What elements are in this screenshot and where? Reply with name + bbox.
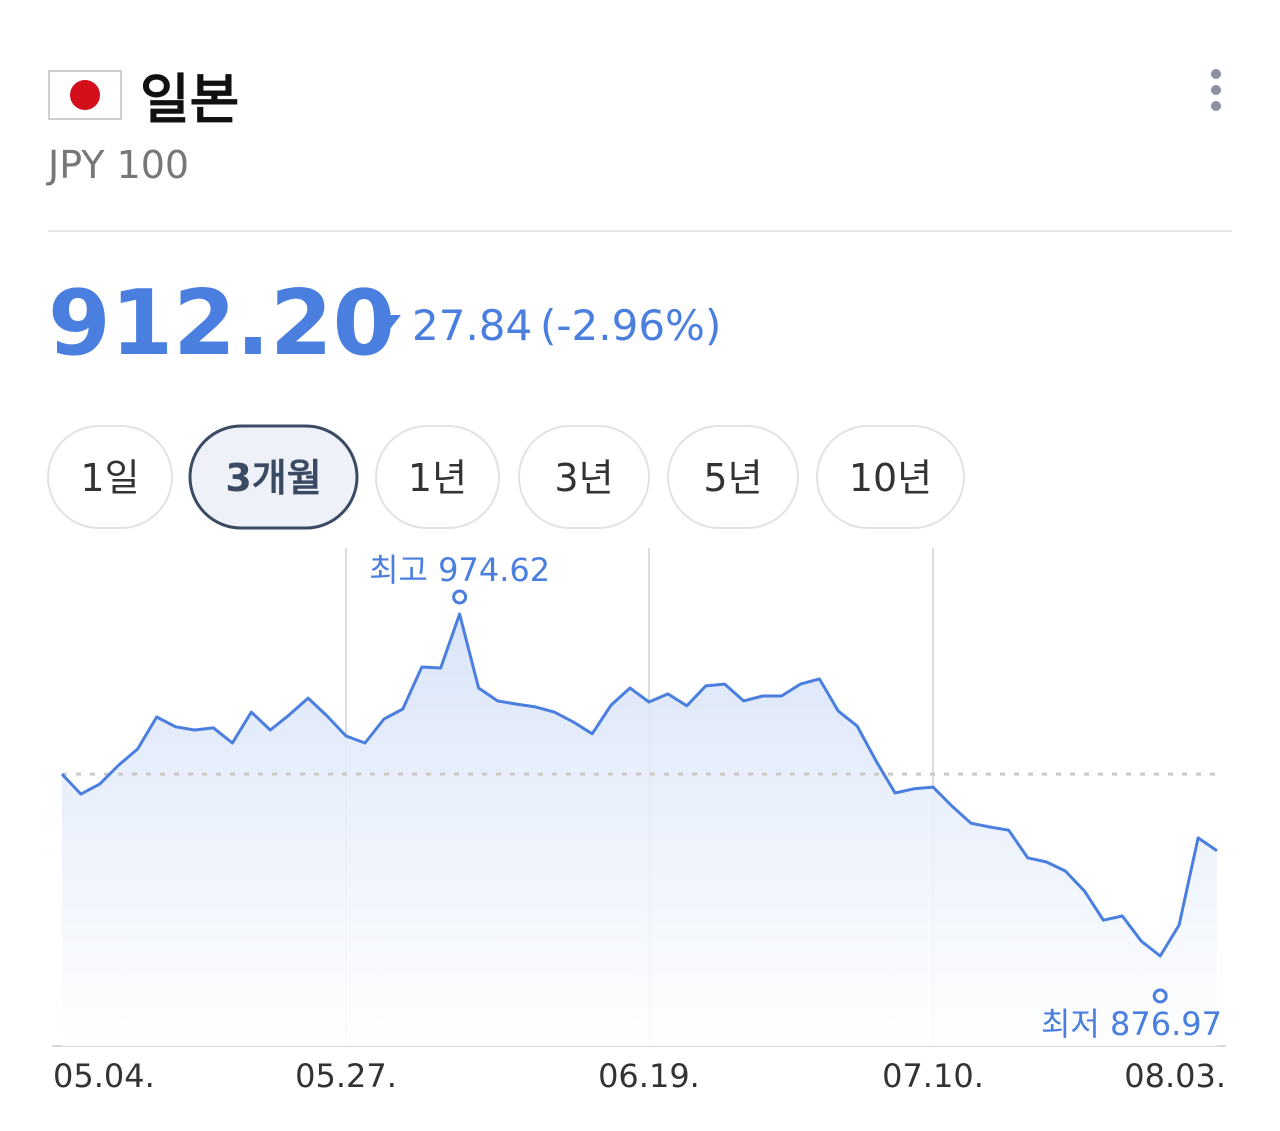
tab-label: 1일 (80, 456, 139, 500)
tab-pill (667, 425, 799, 529)
x-tick-label: 07.10. (882, 1057, 984, 1095)
annotation-label: 최저 (1041, 1005, 1100, 1043)
x-tick-label: 06.19. (598, 1057, 700, 1095)
annotation-label: 최고 (369, 551, 428, 589)
change: 27.84 (412, 301, 532, 350)
tab-label: 10년 (849, 456, 932, 500)
tab-pill (47, 425, 173, 529)
annotation-marker (452, 589, 468, 605)
annotation: 최저 876.97 (1041, 1005, 1222, 1043)
tab[interactable]: 10년 (816, 425, 965, 529)
title: 일본 (140, 68, 239, 131)
annotation: 최고 974.62 (369, 551, 550, 589)
tab-pill (518, 425, 650, 529)
tab[interactable]: 3개월 (188, 424, 359, 530)
line (60, 612, 1218, 958)
change-percent: (-2.96%) (540, 301, 721, 350)
tab-label: 3개월 (225, 456, 321, 500)
tab-pill (816, 425, 965, 529)
tab-pill (188, 424, 359, 530)
annotation-value: 876.97 (1110, 1005, 1222, 1043)
tab[interactable]: 3년 (518, 425, 650, 529)
x-tick-label: 05.04. (53, 1057, 155, 1095)
x-tick-label: 05.27. (295, 1057, 397, 1095)
tab[interactable]: 1년 (375, 425, 500, 529)
subtitle: JPY 100 (46, 143, 189, 187)
annotation-value: 974.62 (438, 551, 550, 589)
x-tick-label: 08.03. (1124, 1057, 1226, 1095)
flag-sun (70, 80, 100, 110)
down-arrow (379, 315, 401, 329)
tab-label: 3년 (554, 456, 613, 500)
price: 912.20 (48, 271, 395, 376)
tab-label: 1년 (408, 456, 467, 500)
tab[interactable]: 1일 (47, 425, 173, 529)
annotation-marker (1152, 988, 1168, 1004)
area (62, 614, 1217, 1046)
tab-label: 5년 (703, 456, 762, 500)
menu[interactable] (1211, 69, 1221, 111)
tab[interactable]: 5년 (667, 425, 799, 529)
tab-pill (375, 425, 500, 529)
